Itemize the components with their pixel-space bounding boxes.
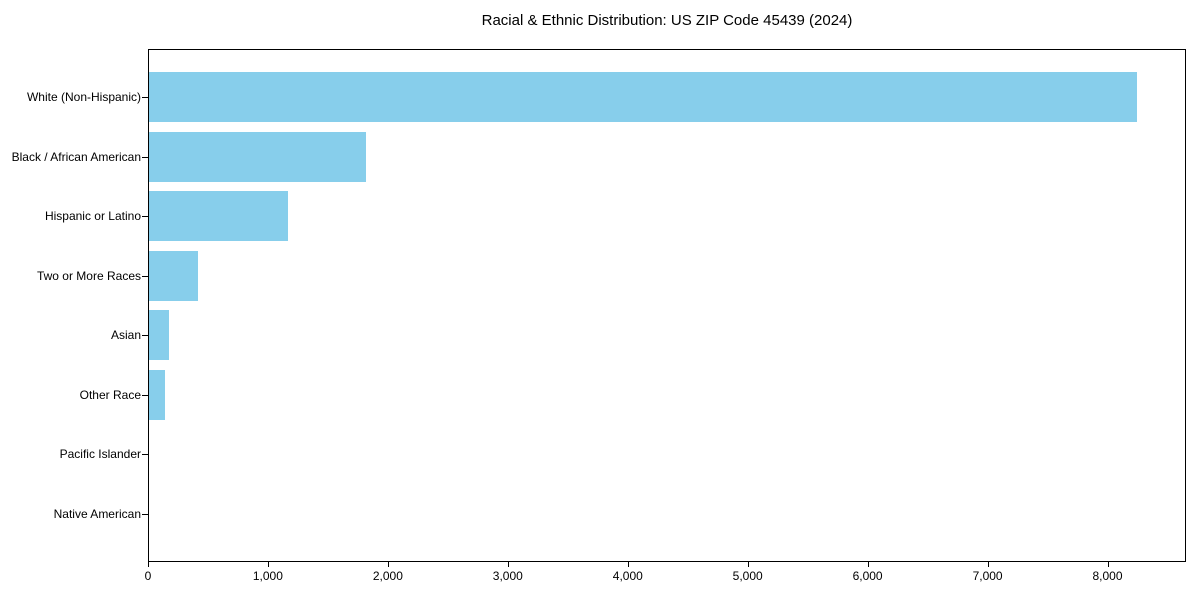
y-tick-mark xyxy=(142,275,148,277)
chart-title: Racial & Ethnic Distribution: US ZIP Cod… xyxy=(481,12,853,29)
plot-area xyxy=(148,49,1186,562)
bar-asian xyxy=(149,310,169,361)
x-tick-label: 5,000 xyxy=(732,569,763,583)
y-tick-mark xyxy=(142,335,148,337)
x-tick-label: 0 xyxy=(144,569,152,583)
y-axis-label: Native American xyxy=(53,506,141,521)
x-tick-label: 7,000 xyxy=(972,569,1003,583)
x-tick-mark xyxy=(1107,562,1109,567)
y-axis-label: Other Race xyxy=(79,387,141,402)
x-tick-mark xyxy=(987,562,989,567)
x-tick-label: 4,000 xyxy=(612,569,643,583)
x-tick-mark xyxy=(627,562,629,567)
y-tick-mark xyxy=(142,454,148,456)
x-tick-mark xyxy=(867,562,869,567)
bar-black-african-american xyxy=(149,131,366,182)
y-axis-label: Asian xyxy=(110,328,141,343)
x-tick-mark xyxy=(507,562,509,567)
y-axis-label: Black / African American xyxy=(11,149,141,164)
y-axis-label: Two or More Races xyxy=(36,268,141,283)
y-tick-mark xyxy=(142,394,148,396)
x-tick-label: 1,000 xyxy=(252,569,283,583)
y-axis-label: Hispanic or Latino xyxy=(44,209,141,224)
x-tick-mark xyxy=(387,562,389,567)
x-tick-label: 2,000 xyxy=(372,569,403,583)
y-tick-mark xyxy=(142,216,148,218)
x-tick-label: 6,000 xyxy=(852,569,883,583)
x-tick-mark xyxy=(747,562,749,567)
y-tick-mark xyxy=(142,97,148,98)
x-tick-mark xyxy=(148,562,149,567)
bar-hispanic-or-latino xyxy=(149,191,289,242)
y-axis-label: White (Non-Hispanic) xyxy=(26,90,141,104)
y-axis-label: Pacific Islander xyxy=(59,447,141,462)
bar-white-non-hispanic xyxy=(149,72,1137,122)
y-tick-mark xyxy=(142,156,148,158)
bar-other-race xyxy=(149,369,165,420)
x-tick-label: 3,000 xyxy=(492,569,523,583)
bar-two-or-more-races xyxy=(149,250,199,301)
x-tick-label: 8,000 xyxy=(1092,569,1123,583)
x-tick-mark xyxy=(267,562,269,567)
y-tick-mark xyxy=(142,513,148,515)
